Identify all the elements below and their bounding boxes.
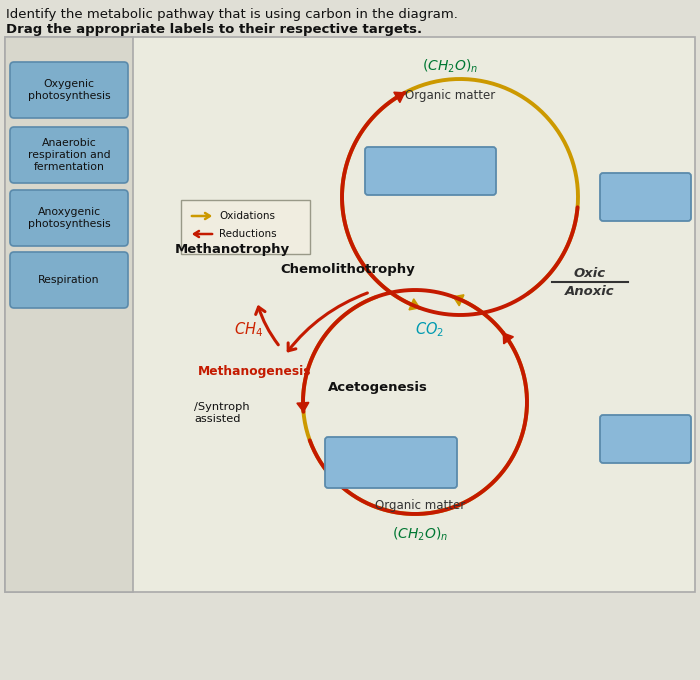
FancyBboxPatch shape	[325, 437, 457, 488]
Text: Anaerobic
respiration and
fermentation: Anaerobic respiration and fermentation	[28, 139, 111, 171]
Text: Chemolithotrophy: Chemolithotrophy	[281, 263, 415, 277]
Polygon shape	[503, 333, 513, 344]
Text: Oxidations: Oxidations	[219, 211, 275, 221]
Text: $(CH_2O)_n$: $(CH_2O)_n$	[422, 58, 478, 75]
Text: Drag the appropriate labels to their respective targets.: Drag the appropriate labels to their res…	[6, 23, 422, 36]
Text: Oxygenic
photosynthesis: Oxygenic photosynthesis	[28, 79, 111, 101]
Text: Acetogenesis: Acetogenesis	[328, 381, 428, 394]
FancyBboxPatch shape	[5, 37, 695, 592]
FancyBboxPatch shape	[10, 190, 128, 246]
Text: Organic matter: Organic matter	[375, 499, 465, 512]
Text: Anoxygenic
photosynthesis: Anoxygenic photosynthesis	[28, 207, 111, 228]
Polygon shape	[454, 295, 464, 306]
FancyBboxPatch shape	[600, 173, 691, 221]
Text: /Syntroph
assisted: /Syntroph assisted	[194, 402, 250, 424]
Text: Reductions: Reductions	[219, 229, 276, 239]
Text: Methanotrophy: Methanotrophy	[174, 243, 290, 256]
FancyBboxPatch shape	[600, 415, 691, 463]
FancyBboxPatch shape	[181, 200, 310, 254]
Polygon shape	[409, 299, 419, 310]
Bar	[5, 37, 133, 592]
FancyBboxPatch shape	[10, 252, 128, 308]
FancyBboxPatch shape	[10, 62, 128, 118]
Polygon shape	[394, 92, 405, 103]
Text: $CH_4$: $CH_4$	[234, 321, 264, 339]
Text: Identify the metabolic pathway that is using carbon in the diagram.: Identify the metabolic pathway that is u…	[6, 8, 458, 21]
Text: $CO_2$: $CO_2$	[415, 321, 444, 339]
Text: Organic matter: Organic matter	[405, 89, 495, 102]
Text: Methanogenesis: Methanogenesis	[198, 366, 312, 379]
Text: Oxic: Oxic	[574, 267, 606, 280]
Text: Respiration: Respiration	[38, 275, 99, 285]
Text: Anoxic: Anoxic	[565, 285, 615, 298]
FancyBboxPatch shape	[10, 127, 128, 183]
Polygon shape	[297, 403, 309, 412]
FancyBboxPatch shape	[365, 147, 496, 195]
Text: $(CH_2O)_n$: $(CH_2O)_n$	[392, 526, 448, 543]
